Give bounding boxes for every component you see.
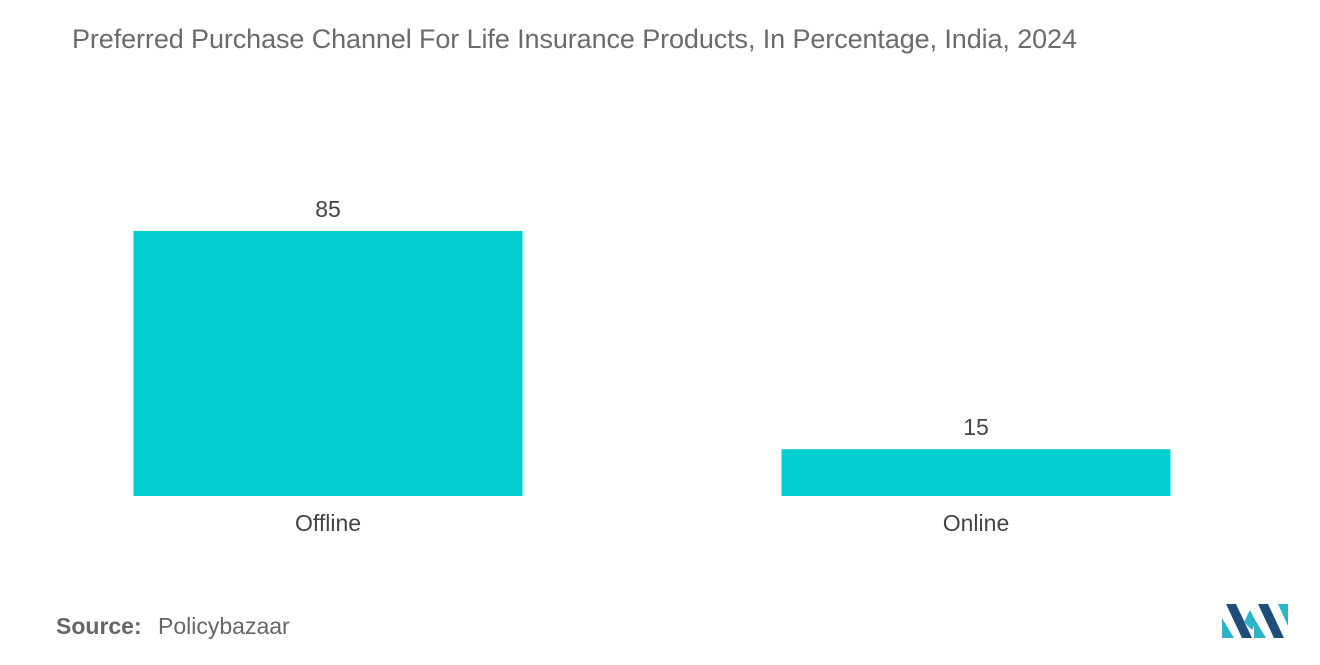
brand-logo-icon — [1222, 604, 1288, 638]
bar-chart: 85 Offline 15 Online — [133, 196, 1171, 536]
data-label-offline: 85 — [315, 196, 341, 222]
source-line: Source: Policybazaar — [56, 613, 290, 640]
chart-title: Preferred Purchase Channel For Life Insu… — [72, 24, 1077, 54]
data-label-online: 15 — [963, 414, 989, 440]
source-label: Source: — [56, 613, 142, 639]
bar-offline — [133, 231, 523, 496]
bar-online — [781, 449, 1171, 496]
source-value: Policybazaar — [158, 613, 290, 639]
bars-layer: 85 Offline 15 Online — [133, 196, 1171, 536]
category-label-offline: Offline — [295, 510, 361, 536]
category-label-online: Online — [943, 510, 1009, 536]
